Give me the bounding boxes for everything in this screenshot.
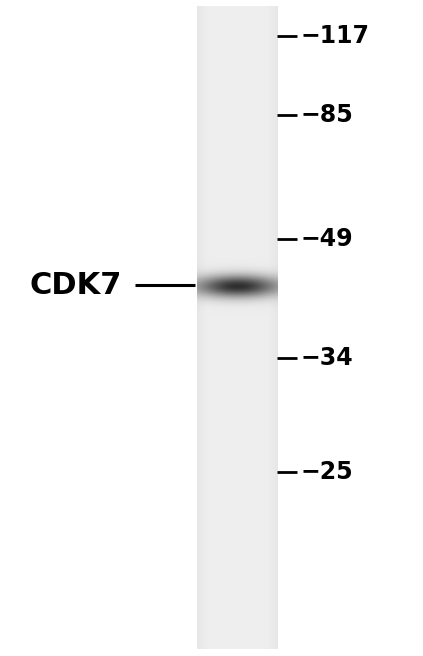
Text: −117: −117 [300, 24, 369, 48]
Text: −34: −34 [300, 346, 353, 369]
Text: −25: −25 [300, 461, 353, 484]
Text: −49: −49 [300, 228, 353, 251]
Text: −85: −85 [300, 103, 353, 127]
Text: CDK7: CDK7 [30, 271, 122, 300]
